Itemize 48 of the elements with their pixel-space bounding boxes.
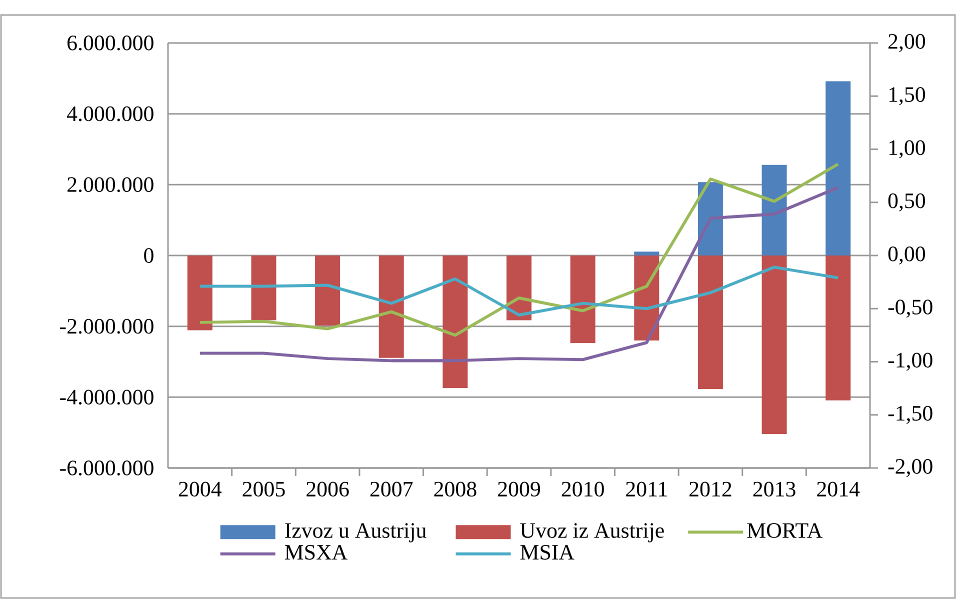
bar bbox=[762, 164, 787, 256]
x-tick-label: 2011 bbox=[626, 482, 667, 497]
bar bbox=[762, 255, 787, 434]
legend-label: MORTA bbox=[747, 523, 823, 538]
y2-tick-label: 1,50 bbox=[889, 87, 926, 106]
line-series bbox=[198, 186, 840, 362]
x-tick-label: 2010 bbox=[562, 482, 604, 497]
y-tick-label: 2.000.000 bbox=[68, 177, 154, 192]
y-tick-label: -4.000.000 bbox=[60, 390, 154, 405]
x-tick-label: 2006 bbox=[306, 482, 349, 497]
bar bbox=[826, 81, 851, 256]
y2-tick-label: -0,50 bbox=[888, 300, 932, 318]
bar bbox=[506, 255, 532, 320]
x-tick-label: 2005 bbox=[242, 482, 285, 497]
bar bbox=[315, 255, 340, 326]
x-tick-label: 2008 bbox=[434, 482, 476, 497]
x-tick-label: 2012 bbox=[690, 482, 732, 497]
x-tick-label: 2004 bbox=[178, 482, 222, 497]
line-series bbox=[198, 266, 840, 316]
y2-tick-label: 1,00 bbox=[889, 140, 926, 158]
x-tick-label: 2009 bbox=[498, 482, 540, 497]
line-series bbox=[198, 162, 840, 337]
x-tick-label: 2014 bbox=[817, 482, 860, 497]
y2-tick-label: 0,50 bbox=[888, 193, 926, 212]
y2-tick-label: -1,50 bbox=[888, 406, 932, 424]
y2-tick-label: 0,00 bbox=[888, 246, 926, 264]
legend-label: MSIA bbox=[520, 544, 574, 560]
legend-label: Izvoz u Austriju bbox=[285, 523, 426, 542]
y-tick-label: 6.000.000 bbox=[68, 36, 154, 50]
bar bbox=[251, 255, 276, 320]
legend-label: MSXA bbox=[284, 544, 348, 560]
y-tick-label: -2.000.000 bbox=[60, 318, 154, 334]
y-tick-label: 4.000.000 bbox=[66, 106, 154, 122]
bar bbox=[826, 255, 851, 400]
bar bbox=[378, 255, 404, 358]
y-tick-label: -6.000.000 bbox=[60, 460, 154, 476]
y2-tick-label: -2,00 bbox=[888, 459, 932, 477]
bar bbox=[570, 255, 596, 343]
y2-tick-label: 2,00 bbox=[888, 34, 926, 52]
x-tick-label: 2013 bbox=[753, 482, 796, 497]
bar bbox=[442, 255, 468, 388]
x-tick-label: 2007 bbox=[370, 482, 413, 497]
y2-tick-label: -1,00 bbox=[888, 352, 932, 371]
bar bbox=[187, 255, 212, 330]
y-tick-label: 0 bbox=[144, 248, 154, 263]
legend-label: Uvoz iz Austrije bbox=[520, 523, 664, 542]
bar bbox=[634, 252, 660, 256]
bar bbox=[698, 255, 723, 390]
